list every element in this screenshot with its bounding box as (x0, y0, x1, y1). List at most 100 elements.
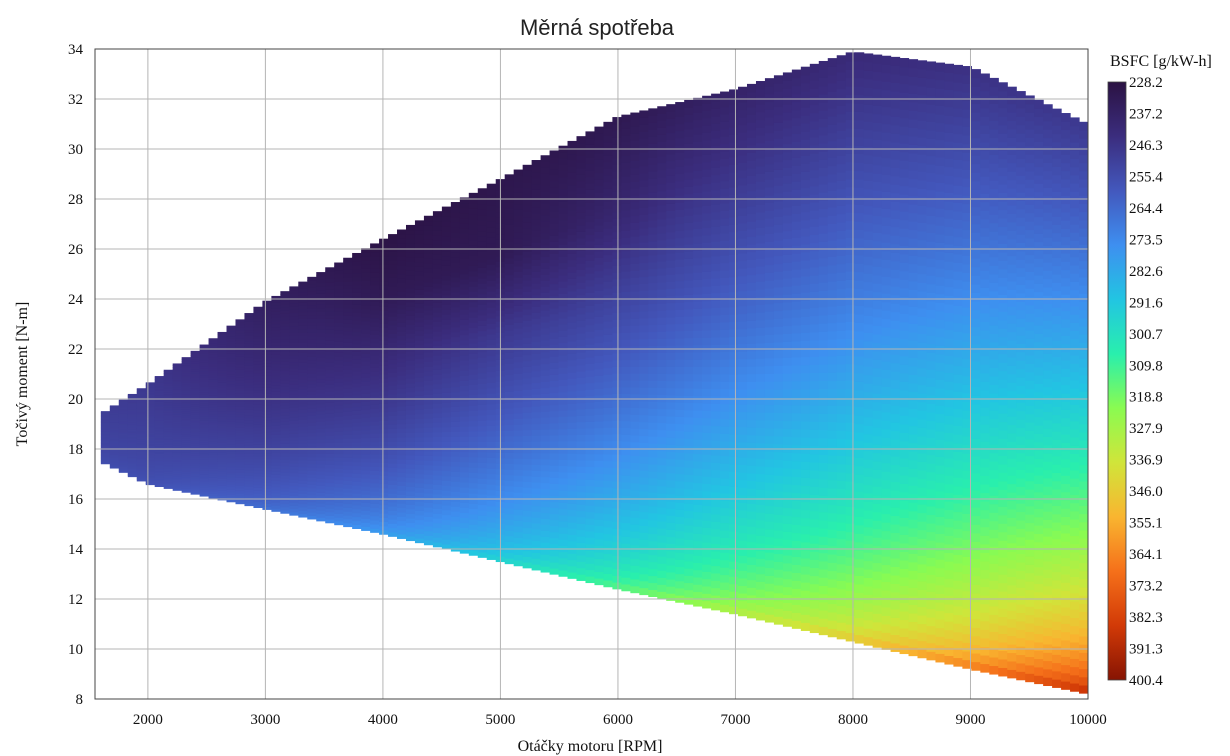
heat-cell (621, 373, 631, 381)
heat-cell (109, 464, 120, 466)
heat-cell (100, 423, 111, 426)
heat-cell (235, 324, 246, 328)
heat-cell (199, 491, 210, 495)
heat-cell (316, 449, 326, 454)
heat-cell (253, 332, 263, 337)
heat-cell (199, 489, 210, 493)
heat-cell (675, 437, 685, 446)
heat-cell (397, 383, 407, 389)
heat-cell (702, 432, 712, 441)
heat-cell (172, 383, 183, 386)
heat-cell (450, 226, 461, 233)
heat-cell (298, 456, 308, 461)
heat-cell (172, 477, 183, 480)
heat-cell (163, 479, 174, 483)
heat-cell (711, 543, 721, 552)
heat-cell (441, 397, 452, 403)
heat-cell (388, 411, 398, 416)
heat-cell (585, 492, 596, 500)
heat-cell (118, 467, 129, 469)
heat-cell (576, 542, 587, 550)
heat-cell (388, 350, 398, 356)
heat-cell (181, 386, 192, 389)
heat-cell (567, 353, 578, 361)
heat-cell (531, 294, 542, 302)
heat-cell (702, 271, 712, 280)
heat-cell (513, 458, 524, 465)
heat-cell (262, 300, 272, 305)
heat-cell (226, 494, 237, 498)
heat-cell (199, 411, 210, 415)
heat-cell (549, 483, 560, 490)
heat-cell (585, 563, 596, 571)
heat-cell (549, 453, 560, 460)
heat-cell (127, 397, 138, 400)
heat-cell (343, 353, 353, 359)
heat-cell (666, 479, 676, 488)
heat-cell (154, 435, 165, 439)
heat-cell (217, 461, 228, 465)
heat-cell (397, 397, 407, 403)
heat-cell (540, 554, 551, 561)
heat-cell (109, 408, 120, 411)
heat-cell (307, 467, 317, 472)
heat-cell (244, 445, 255, 449)
heat-cell (235, 327, 246, 331)
heat-cell (307, 456, 317, 461)
heat-cell (235, 453, 246, 457)
heat-cell (127, 396, 138, 399)
heat-cell (567, 309, 578, 317)
heat-cell (576, 186, 587, 194)
heat-cell (621, 407, 631, 415)
heat-cell (567, 559, 578, 567)
heat-cell (729, 553, 739, 562)
heat-cell (549, 428, 560, 436)
heat-cell (388, 337, 398, 343)
heat-cell (190, 416, 201, 419)
heat-cell (109, 439, 120, 441)
heat-cell (432, 311, 443, 318)
heat-cell (271, 477, 281, 482)
heat-cell (163, 476, 174, 479)
heat-cell (253, 424, 263, 428)
heat-cell (307, 283, 317, 288)
heat-cell (405, 373, 416, 379)
heat-cell (118, 418, 129, 420)
heat-cell (441, 348, 452, 354)
heat-cell (549, 440, 560, 448)
heat-cell (693, 119, 703, 128)
heat-cell (343, 273, 353, 278)
heat-cell (100, 444, 111, 447)
heat-cell (244, 423, 255, 427)
heat-cell (450, 376, 461, 383)
heat-cell (352, 323, 362, 329)
heat-cell (522, 176, 533, 183)
heat-cell (370, 499, 380, 504)
heat-cell (217, 480, 228, 484)
heat-cell (244, 458, 255, 463)
heat-cell (388, 298, 398, 304)
heat-cell (711, 322, 721, 331)
heat-cell (540, 393, 551, 400)
heat-cell (163, 445, 174, 449)
heat-cell (630, 290, 640, 299)
heat-cell (657, 591, 667, 599)
heat-cell (289, 433, 299, 438)
heat-cell (423, 469, 434, 475)
heat-cell (145, 466, 156, 470)
heat-cell (388, 506, 398, 511)
heat-cell (109, 445, 120, 448)
heat-cell (405, 283, 416, 289)
heat-cell (127, 441, 138, 443)
heat-cell (199, 424, 210, 428)
heat-cell (621, 325, 631, 333)
heat-cell (388, 441, 398, 447)
heat-cell (486, 215, 497, 222)
heat-cell (271, 458, 281, 463)
heat-cell (190, 412, 201, 415)
heat-cell (307, 370, 317, 375)
heat-cell (289, 452, 299, 457)
heat-cell (325, 500, 335, 506)
heat-cell (504, 235, 515, 242)
